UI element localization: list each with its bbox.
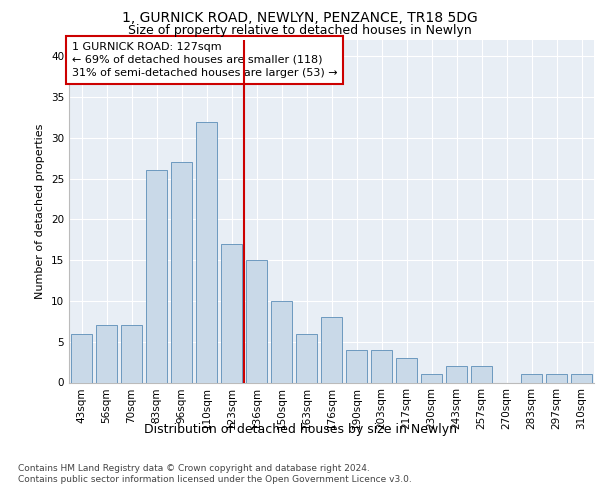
Bar: [421, 374, 442, 382]
Text: Contains public sector information licensed under the Open Government Licence v3: Contains public sector information licen…: [18, 475, 412, 484]
Bar: [396, 358, 417, 382]
Bar: [321, 318, 342, 382]
Bar: [571, 374, 592, 382]
Bar: [346, 350, 367, 382]
Text: Size of property relative to detached houses in Newlyn: Size of property relative to detached ho…: [128, 24, 472, 37]
Bar: [371, 350, 392, 382]
Bar: [296, 334, 317, 382]
Text: 1, GURNICK ROAD, NEWLYN, PENZANCE, TR18 5DG: 1, GURNICK ROAD, NEWLYN, PENZANCE, TR18 …: [122, 11, 478, 25]
Bar: [96, 326, 117, 382]
Text: Contains HM Land Registry data © Crown copyright and database right 2024.: Contains HM Land Registry data © Crown c…: [18, 464, 370, 473]
Bar: [471, 366, 492, 382]
Bar: [446, 366, 467, 382]
Y-axis label: Number of detached properties: Number of detached properties: [35, 124, 46, 299]
Text: 1 GURNICK ROAD: 127sqm
← 69% of detached houses are smaller (118)
31% of semi-de: 1 GURNICK ROAD: 127sqm ← 69% of detached…: [71, 42, 337, 78]
Bar: [71, 334, 92, 382]
Bar: [121, 326, 142, 382]
Text: Distribution of detached houses by size in Newlyn: Distribution of detached houses by size …: [143, 422, 457, 436]
Bar: [146, 170, 167, 382]
Bar: [246, 260, 267, 382]
Bar: [171, 162, 192, 382]
Bar: [546, 374, 567, 382]
Bar: [271, 301, 292, 382]
Bar: [521, 374, 542, 382]
Bar: [221, 244, 242, 382]
Bar: [196, 122, 217, 382]
